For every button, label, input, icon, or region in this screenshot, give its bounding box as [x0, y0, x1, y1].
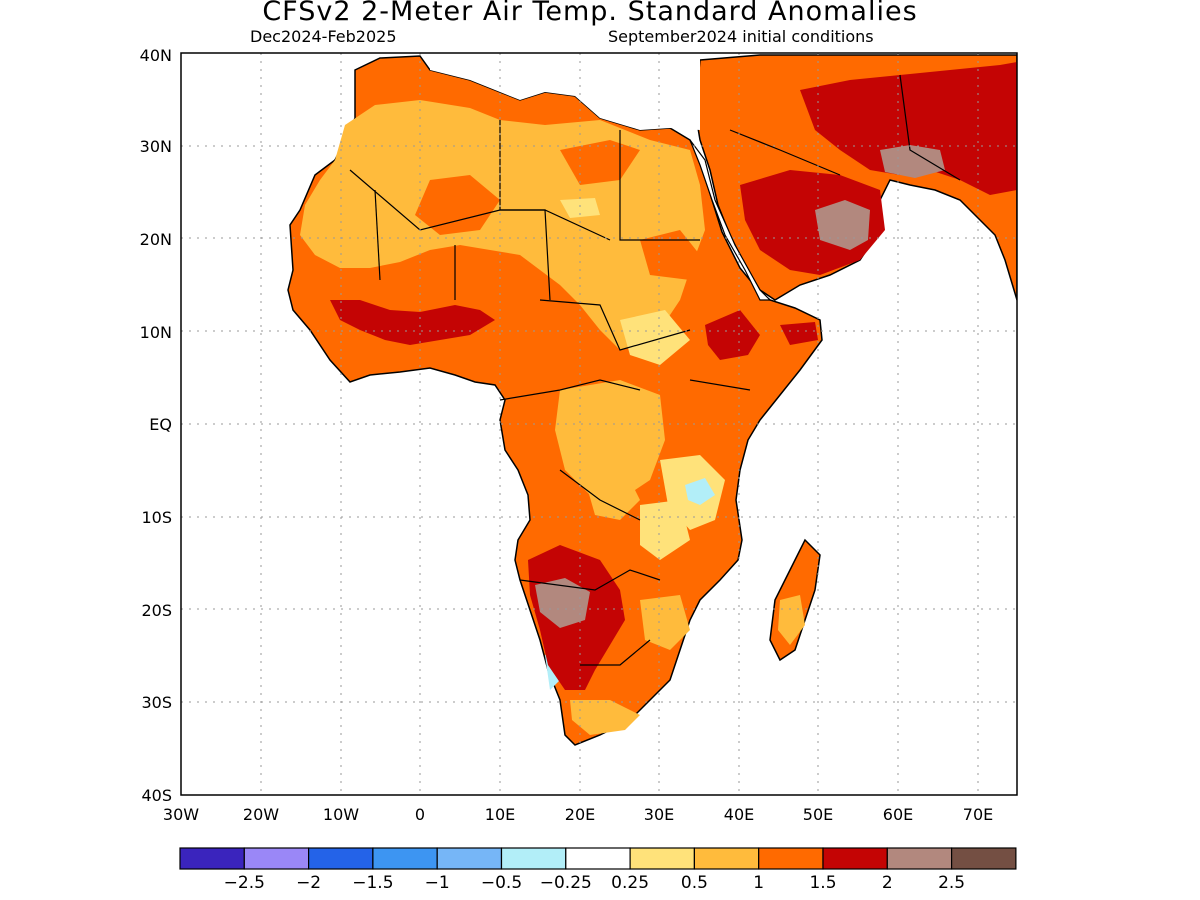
- legend-swatch: [179, 847, 245, 870]
- west-africa-red: [330, 300, 495, 345]
- legend-label: 0.5: [681, 873, 708, 893]
- lon-label: 0: [415, 805, 425, 824]
- forecast-period: Dec2024-Feb2025: [250, 27, 397, 46]
- legend-label: −0.5: [481, 873, 522, 893]
- legend-label: −0.25: [540, 873, 592, 893]
- legend-swatch: [629, 847, 695, 870]
- legend-label: 1.5: [809, 873, 836, 893]
- legend-swatch: [758, 847, 824, 870]
- initial-conditions: September2024 initial conditions: [608, 27, 874, 46]
- legend-swatch: [822, 847, 888, 870]
- legend-swatch: [886, 847, 953, 870]
- lon-label: 20E: [565, 805, 595, 824]
- legend-swatch: [308, 847, 374, 870]
- legend-label: −1.5: [352, 873, 393, 893]
- lat-label: 20N: [140, 230, 172, 249]
- legend-swatch: [372, 847, 438, 870]
- legend-swatch: [436, 847, 503, 870]
- lon-label: 50E: [803, 805, 833, 824]
- lon-label: 30E: [644, 805, 674, 824]
- legend-label: −2.5: [224, 873, 265, 893]
- lat-label: EQ: [149, 415, 172, 434]
- lat-label: 10N: [140, 323, 172, 342]
- color-legend: −2.5 −2 −1.5 −1 −0.5 −0.25 0.25 0.5 1 1.5 2 2.5: [179, 847, 1017, 893]
- lat-label: 30N: [140, 137, 172, 156]
- lon-label: 40E: [724, 805, 754, 824]
- legend-label: 0.25: [611, 873, 649, 893]
- lon-label: 70E: [963, 805, 993, 824]
- legend-label: 2.5: [938, 873, 965, 893]
- legend-label: 1: [753, 873, 764, 893]
- lon-label: 20W: [243, 805, 279, 824]
- legend-swatch: [565, 847, 631, 870]
- lon-label: 60E: [883, 805, 913, 824]
- namibia-brown: [535, 578, 590, 628]
- graticule: [181, 53, 1017, 795]
- legend-swatch: [243, 847, 310, 870]
- lat-label: 30S: [141, 693, 172, 712]
- lon-label: 30W: [163, 805, 199, 824]
- map-frame: [180, 52, 1018, 796]
- lat-label: 10S: [141, 508, 172, 527]
- legend-swatch: [950, 847, 1017, 870]
- lat-label: 40S: [141, 786, 172, 805]
- lat-label: 20S: [141, 601, 172, 620]
- legend-swatch: [693, 847, 760, 870]
- lat-label: 40N: [140, 46, 172, 65]
- legend-swatch: [500, 847, 567, 870]
- lon-label: 10W: [323, 805, 359, 824]
- map-title: CFSv2 2-Meter Air Temp. Standard Anomali…: [262, 0, 918, 27]
- lon-label: 10E: [485, 805, 515, 824]
- legend-label: −1: [425, 873, 450, 893]
- legend-label: −2: [296, 873, 321, 893]
- legend-label: 2: [882, 873, 893, 893]
